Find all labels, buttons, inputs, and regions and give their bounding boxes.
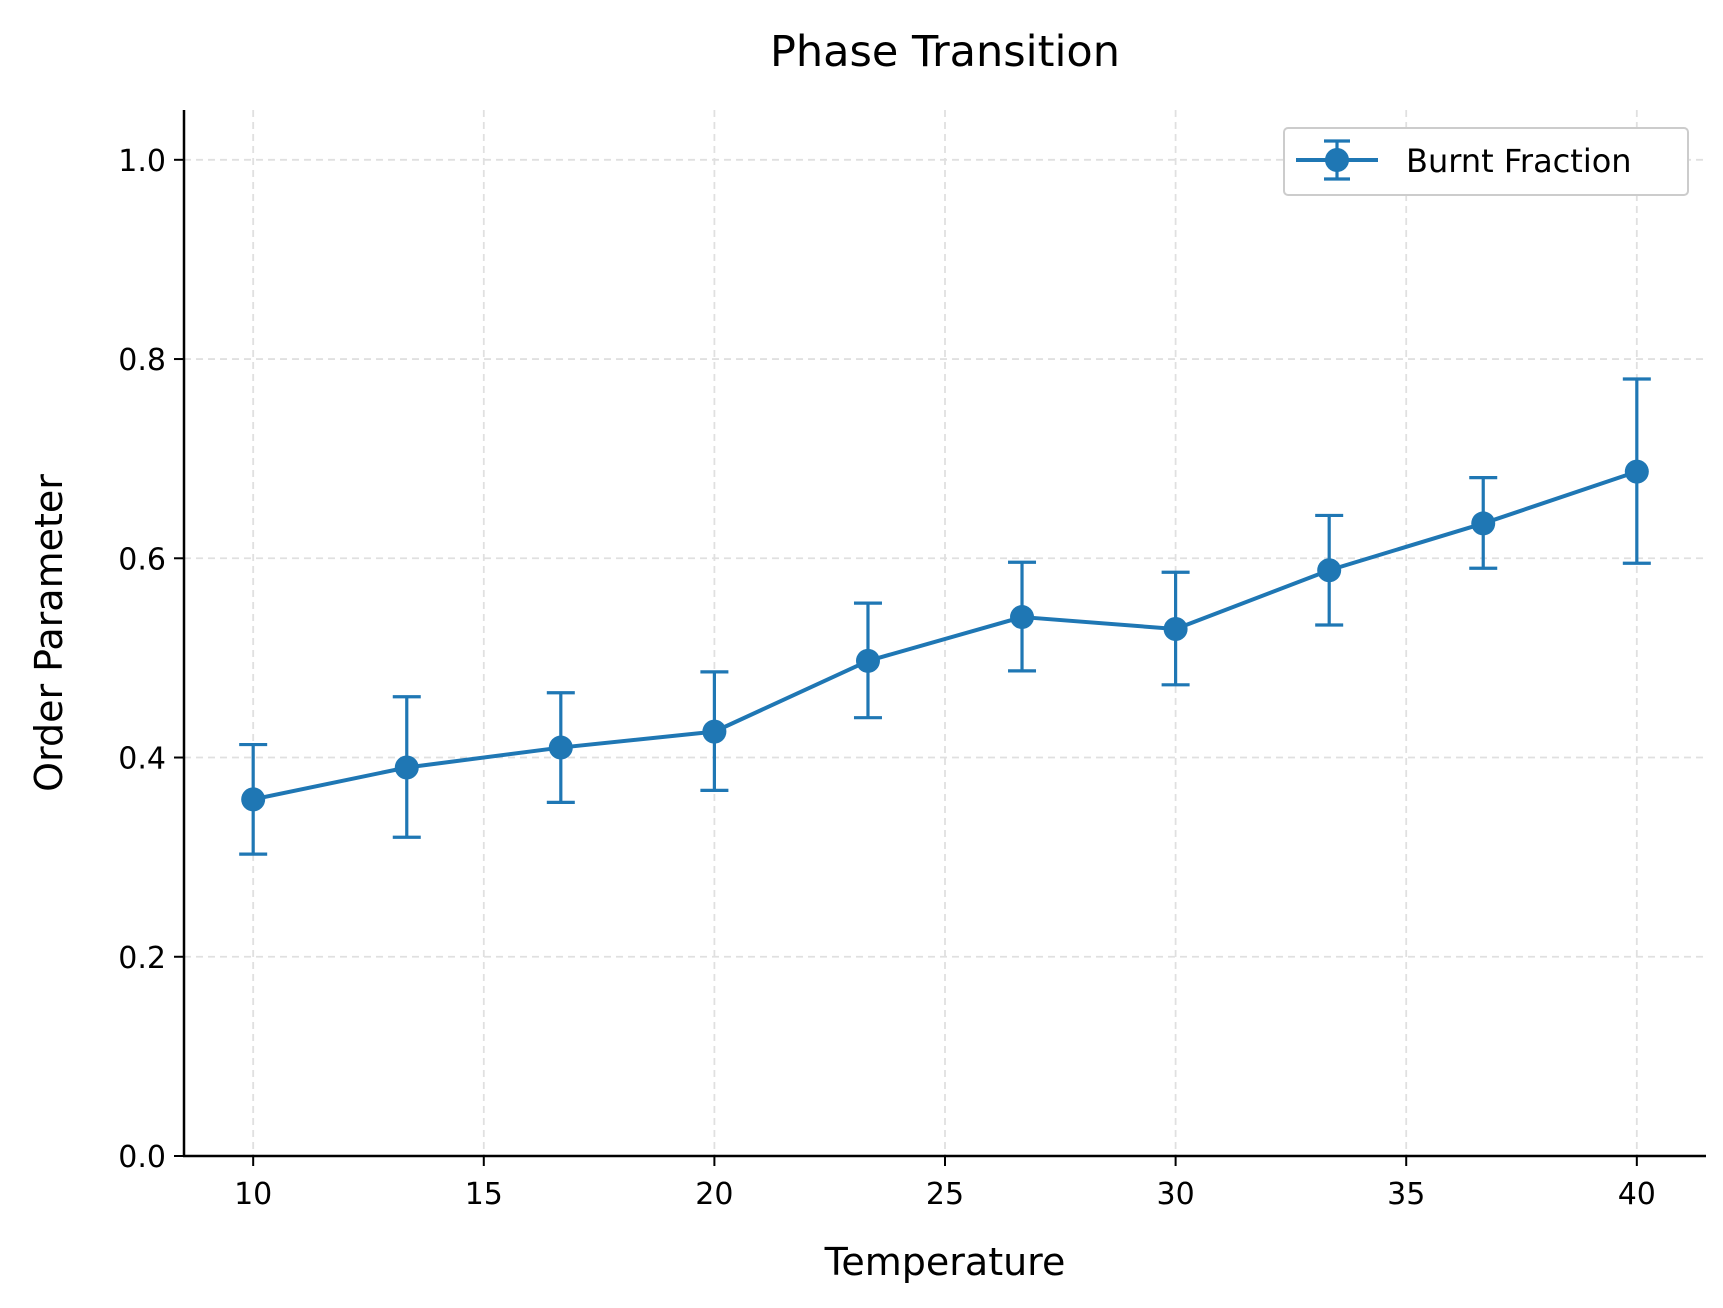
x-tick-label: 40 [1618,1177,1656,1212]
data-point [548,735,573,760]
legend-label: Burnt Fraction [1406,142,1632,180]
data-point [702,719,727,744]
data-point [1624,459,1649,484]
y-tick-label: 0.8 [118,343,166,378]
y-tick-label: 0.4 [118,742,166,777]
y-tick-label: 0.0 [118,1140,166,1175]
data-point [1163,617,1188,642]
plot-area [239,377,1651,856]
x-tick-label: 15 [465,1177,503,1212]
series-line [252,469,1638,802]
y-tick-label: 1.0 [118,144,166,179]
legend-dot [1325,148,1349,172]
data-point [1471,511,1496,536]
y-ticks: 0.0 0.2 0.4 0.6 0.8 1.0 [118,144,184,1175]
x-tick-label: 10 [234,1177,272,1212]
y-tick-label: 0.6 [118,542,166,577]
data-point [1010,605,1035,630]
legend-marker [1296,139,1378,181]
legend-box [1283,127,1689,196]
chart-title: Phase Transition [770,27,1120,77]
data-point [394,755,419,780]
x-tick-label: 30 [1157,1177,1195,1212]
data-point [855,648,880,673]
y-axis-title: Order Parameter [27,474,71,792]
x-tick-label: 25 [926,1177,964,1212]
x-tick-label: 20 [695,1177,733,1212]
legend: Burnt Fraction [1283,127,1689,196]
x-axis-title: Temperature [824,1240,1066,1284]
data-point [241,787,266,812]
x-ticks: 10 15 20 25 30 35 40 [234,1156,1656,1212]
x-tick-label: 35 [1387,1177,1425,1212]
y-tick-label: 0.2 [118,941,166,976]
data-point [1317,558,1342,583]
